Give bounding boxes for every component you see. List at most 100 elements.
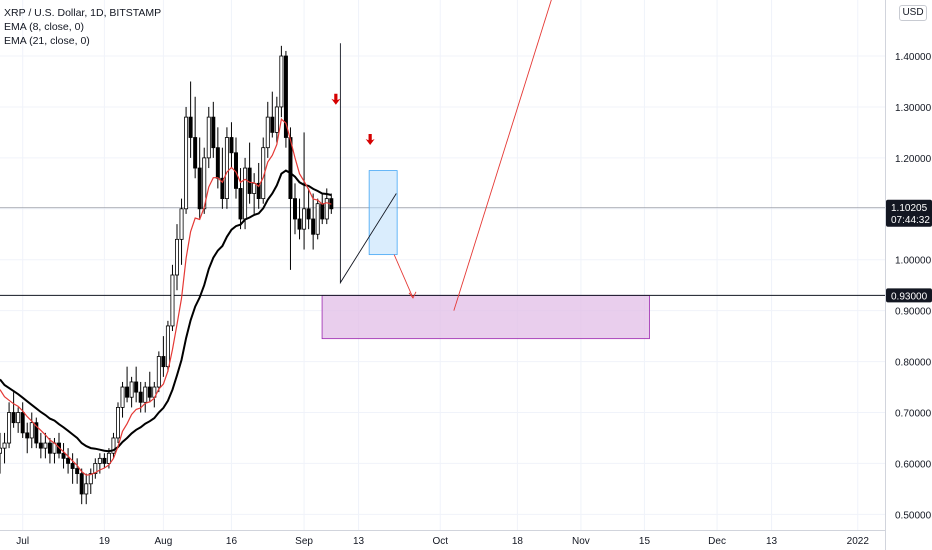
candle-body bbox=[111, 437, 116, 454]
chart-drawings-over bbox=[331, 0, 552, 311]
candle-body bbox=[147, 386, 152, 398]
chart-drawings-under bbox=[0, 170, 885, 340]
countdown-value: 07:44:32 bbox=[891, 215, 930, 226]
candle-body bbox=[238, 188, 243, 220]
candle-body bbox=[279, 55, 284, 108]
candle-body bbox=[188, 116, 193, 138]
candle-body bbox=[143, 386, 148, 403]
candle-body bbox=[75, 468, 80, 475]
candle-body bbox=[0, 447, 2, 454]
candle-body bbox=[106, 452, 111, 464]
breakdown-projection-line bbox=[393, 254, 414, 299]
currency-button[interactable]: USD bbox=[899, 5, 927, 21]
last-price-value: 1.10205 bbox=[891, 203, 928, 214]
candle-body bbox=[274, 106, 279, 133]
candle-body bbox=[215, 147, 220, 179]
legend-ema-slow[interactable]: EMA (21, close, 0) bbox=[4, 35, 90, 47]
candle-body bbox=[265, 116, 270, 149]
candle-body bbox=[34, 422, 39, 444]
candle-body bbox=[7, 412, 12, 444]
price-tick-label: 0.60000 bbox=[895, 459, 932, 470]
level-price-badge bbox=[886, 288, 932, 303]
candle-body bbox=[165, 325, 170, 368]
price-tick-label: 0.70000 bbox=[895, 409, 932, 420]
time-tick-label: Jul bbox=[16, 536, 29, 547]
candle-body bbox=[2, 442, 7, 449]
candle-body bbox=[306, 208, 311, 220]
triangle-pattern-lines bbox=[339, 43, 397, 285]
candle-body bbox=[129, 381, 134, 398]
time-tick-label: Dec bbox=[708, 536, 726, 547]
down-arrow-icon bbox=[331, 93, 341, 105]
candle-body bbox=[93, 463, 98, 475]
time-tick-label: 2022 bbox=[847, 536, 870, 547]
candle-body bbox=[252, 182, 257, 194]
time-tick-label: Oct bbox=[432, 536, 448, 547]
candle-body bbox=[311, 218, 316, 235]
candle-body bbox=[38, 442, 43, 449]
candle-body bbox=[297, 218, 302, 230]
candle-body bbox=[79, 473, 84, 495]
candle-body bbox=[161, 356, 166, 368]
candle-body bbox=[229, 137, 234, 154]
price-axis-background bbox=[885, 0, 932, 550]
candle-body bbox=[197, 167, 202, 210]
price-tick-label: 1.30000 bbox=[895, 103, 932, 114]
candle-body bbox=[288, 137, 293, 200]
candle-body bbox=[20, 412, 25, 434]
price-tick-label: 1.40000 bbox=[895, 52, 932, 63]
ema-21-line bbox=[0, 169, 332, 453]
ema-lines bbox=[0, 118, 332, 476]
candle-body bbox=[66, 457, 71, 464]
candles bbox=[0, 45, 334, 505]
candle-body bbox=[170, 274, 175, 327]
candle-body bbox=[11, 412, 16, 424]
chart-legend: XRP / U.S. Dollar, 1D, BITSTAMP EMA (8, … bbox=[4, 6, 161, 48]
candle-body bbox=[324, 198, 329, 220]
candle-body bbox=[206, 116, 211, 159]
price-tick-label: 1.00000 bbox=[895, 256, 932, 267]
candle-body bbox=[61, 452, 66, 459]
time-tick-label: 15 bbox=[639, 536, 651, 547]
legend-symbol[interactable]: XRP / U.S. Dollar, 1D, BITSTAMP bbox=[4, 7, 162, 19]
candle-body bbox=[302, 208, 307, 230]
time-axis-background bbox=[0, 530, 885, 550]
candle-body bbox=[220, 177, 225, 200]
candle-body bbox=[43, 442, 48, 449]
candle-body bbox=[125, 386, 130, 398]
projection-arrowhead bbox=[408, 291, 417, 299]
time-tick-label: Nov bbox=[572, 536, 590, 547]
price-tick-label: 0.80000 bbox=[895, 358, 932, 369]
candle-body bbox=[138, 391, 143, 403]
candle-body bbox=[70, 463, 75, 469]
time-tick-label: 13 bbox=[353, 536, 365, 547]
candle-body bbox=[256, 182, 261, 200]
candle-body bbox=[270, 116, 275, 133]
candle-body bbox=[247, 167, 252, 194]
candle-body bbox=[283, 55, 288, 138]
candle-body bbox=[193, 137, 198, 169]
candle-body bbox=[156, 356, 161, 388]
candle-body bbox=[293, 198, 297, 220]
candle-body bbox=[175, 238, 179, 276]
candle-body bbox=[97, 457, 102, 464]
candle-body bbox=[179, 208, 184, 240]
candle-body bbox=[224, 137, 229, 200]
last-price-badge bbox=[886, 199, 932, 227]
time-tick-label: 13 bbox=[766, 536, 778, 547]
candle-body bbox=[25, 432, 30, 439]
time-tick-label: 16 bbox=[226, 536, 238, 547]
candle-body bbox=[320, 203, 325, 220]
time-tick-label: 19 bbox=[99, 536, 111, 547]
candle-body bbox=[29, 422, 34, 439]
candle-body bbox=[102, 457, 107, 464]
time-tick-label: Sep bbox=[295, 536, 313, 547]
chart-grid bbox=[0, 0, 885, 530]
candle-body bbox=[47, 442, 52, 454]
candle-body bbox=[16, 412, 21, 424]
legend-ema-fast[interactable]: EMA (8, close, 0) bbox=[4, 21, 84, 33]
candle-body bbox=[184, 116, 189, 210]
time-tick-label: 18 bbox=[512, 536, 524, 547]
